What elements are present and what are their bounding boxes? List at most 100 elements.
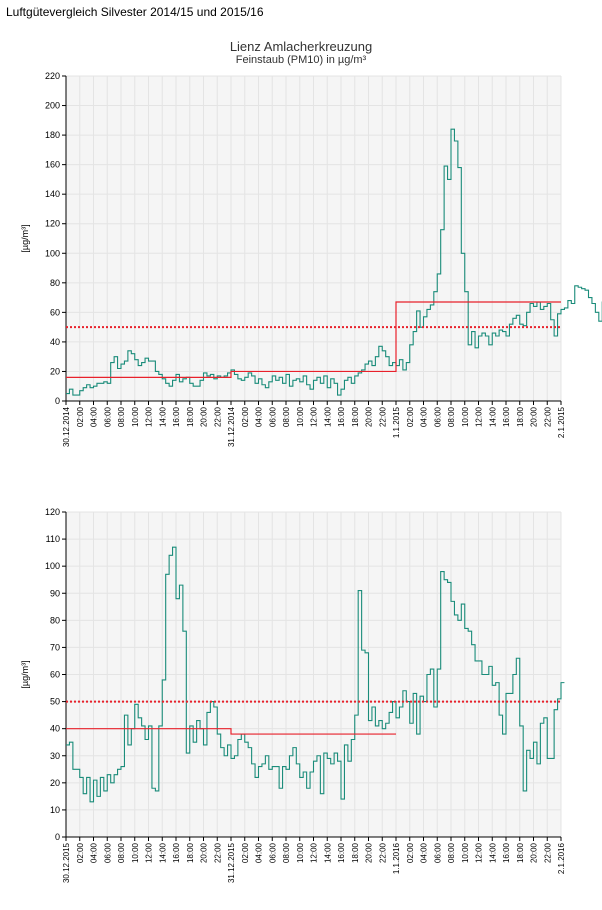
y-tick-label: 60	[50, 307, 60, 317]
x-tick-label: 18:00	[186, 842, 195, 863]
x-tick-label: 10:00	[131, 406, 140, 427]
x-tick-label: 16:00	[337, 842, 346, 863]
x-tick-label: 22:00	[543, 842, 552, 863]
x-tick-label: 12:00	[310, 842, 319, 863]
x-tick-label: 12:00	[310, 406, 319, 427]
y-tick-label: 50	[50, 697, 60, 707]
x-tick-label: 1.1.2016	[392, 842, 401, 874]
x-tick-label: 12:00	[475, 406, 484, 427]
x-tick-label: 04:00	[255, 406, 264, 427]
y-tick-label: 110	[46, 534, 60, 544]
x-tick-label: 14:00	[323, 842, 332, 863]
x-tick-label: 12:00	[145, 406, 154, 427]
x-tick-label: 16:00	[502, 406, 511, 427]
daily-mean-line	[66, 728, 396, 735]
y-tick-label: 120	[45, 219, 60, 229]
daily-mean-line	[66, 301, 561, 378]
x-tick-label: 20:00	[365, 406, 374, 427]
x-tick-label: 1.1.2015	[392, 406, 401, 438]
x-tick-label: 08:00	[282, 406, 291, 427]
x-tick-label: 06:00	[268, 406, 277, 427]
pm10-chart-2015: 0 10 20 30 40 50 60 70 80 90 100 110 120 30.12.2015 02…	[0, 495, 602, 905]
x-tick-label: 14:00	[488, 842, 497, 863]
x-tick-label: 14:00	[323, 406, 332, 427]
y-tick-label: 160	[45, 160, 60, 170]
x-tick-label: 02:00	[76, 842, 85, 863]
x-tick-label: 12:00	[145, 842, 154, 863]
x-tick-label: 04:00	[90, 842, 99, 863]
x-tick-label: 10:00	[296, 406, 305, 427]
y-tick-label: 220	[45, 71, 60, 81]
x-tick-label: 10:00	[461, 406, 470, 427]
x-tick-label: 08:00	[117, 406, 126, 427]
x-tick-label: 10:00	[131, 842, 140, 863]
x-tick-label: 18:00	[516, 406, 525, 427]
y-tick-label: 140	[45, 189, 60, 199]
x-tick-label: 08:00	[117, 842, 126, 863]
y-tick-label: 20	[50, 366, 60, 376]
x-tick-label: 04:00	[255, 842, 264, 863]
x-tick-label: 18:00	[516, 842, 525, 863]
x-tick-label: 16:00	[172, 842, 181, 863]
x-tick-label: 20:00	[200, 842, 209, 863]
x-tick-label: 22:00	[378, 842, 387, 863]
y-tick-label: 90	[50, 588, 60, 598]
y-tick-label: 80	[50, 278, 60, 288]
y-tick-label: 40	[50, 724, 60, 734]
y-tick-label: 60	[50, 670, 60, 680]
x-tick-label: 18:00	[351, 406, 360, 427]
x-tick-label: 10:00	[461, 842, 470, 863]
x-tick-label: 14:00	[158, 406, 167, 427]
x-tick-label: 06:00	[433, 842, 442, 863]
y-tick-label: 100	[45, 248, 60, 258]
x-tick-label: 2.1.2016	[557, 842, 566, 874]
x-tick-label: 12:00	[475, 842, 484, 863]
page-title: Luftgütevergleich Silvester 2014/15 und …	[6, 5, 264, 19]
x-tick-label: 06:00	[268, 842, 277, 863]
x-tick-label: 22:00	[378, 406, 387, 427]
x-tick-label: 14:00	[488, 406, 497, 427]
pm10-chart-2014: Lienz Amlacherkreuzung Feinstaub (PM10) i…	[0, 30, 602, 470]
x-tick-label: 16:00	[502, 842, 511, 863]
y-tick-label: 30	[50, 751, 60, 761]
x-tick-label: 20:00	[530, 406, 539, 427]
x-tick-label: 02:00	[76, 406, 85, 427]
x-tick-label: 20:00	[200, 406, 209, 427]
x-tick-label: 06:00	[103, 406, 112, 427]
y-tick-label: 0	[55, 396, 60, 406]
y-tick-label: 80	[50, 615, 60, 625]
y-tick-label: 20	[50, 778, 60, 788]
chart-svg-2015: 0 10 20 30 40 50 60 70 80 90 100 110 120 30.12.2015 02…	[20, 507, 566, 883]
x-tick-label: 04:00	[420, 842, 429, 863]
x-tick-label: 02:00	[406, 406, 415, 427]
y-tick-label: 120	[45, 507, 60, 517]
chart-subtitle: Feinstaub (PM10) in µg/m³	[236, 54, 367, 66]
x-tick-label: 16:00	[337, 406, 346, 427]
x-tick-label: 02:00	[406, 842, 415, 863]
x-tick-label: 30.12.2015	[62, 842, 71, 883]
x-tick-label: 04:00	[420, 406, 429, 427]
x-tick-label: 18:00	[186, 406, 195, 427]
x-tick-label: 06:00	[433, 406, 442, 427]
y-tick-label: 0	[55, 832, 60, 842]
x-tick-label: 31.12.2015	[227, 842, 236, 883]
x-tick-label: 02:00	[241, 842, 250, 863]
x-tick-label: 31.12.2014	[227, 406, 236, 447]
x-tick-label: 22:00	[213, 406, 222, 427]
y-tick-label: 40	[50, 337, 60, 347]
y-axis-label: [µg/m³]	[20, 660, 30, 688]
y-tick-label: 10	[50, 805, 60, 815]
x-tick-label: 20:00	[365, 842, 374, 863]
x-tick-label: 16:00	[172, 406, 181, 427]
x-tick-label: 08:00	[282, 842, 291, 863]
x-tick-label: 02:00	[241, 406, 250, 427]
x-tick-label: 22:00	[543, 406, 552, 427]
x-tick-label: 18:00	[351, 842, 360, 863]
y-tick-label: 200	[45, 101, 60, 111]
y-tick-label: 180	[45, 130, 60, 140]
y-axis-label: [µg/m³]	[20, 224, 30, 252]
x-tick-label: 30.12.2014	[62, 406, 71, 447]
x-tick-label: 22:00	[213, 842, 222, 863]
x-tick-label: 2.1.2015	[557, 406, 566, 438]
